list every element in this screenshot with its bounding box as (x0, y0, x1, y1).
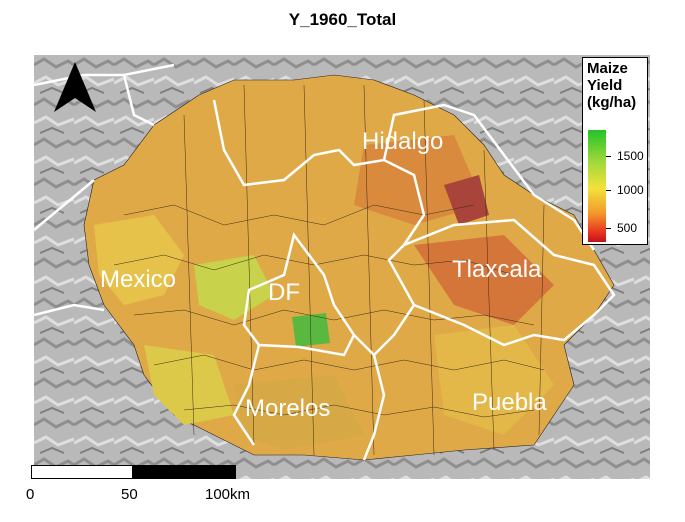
scale-segment-white (31, 465, 133, 479)
legend-title-line: (kg/ha) (587, 94, 637, 111)
scale-label-0: 0 (26, 486, 35, 503)
legend: Maize Yield (kg/ha) 1500 1000 500 (582, 57, 648, 245)
region-label-morelos: Morelos (245, 395, 331, 422)
scale-segment-black (132, 465, 236, 479)
region-label-tlaxcala: Tlaxcala (452, 256, 542, 283)
scale-label-100km: 100km (205, 486, 251, 503)
legend-tick-mark (606, 190, 611, 191)
legend-tick-1500: 1500 (617, 149, 644, 163)
patch-red-hidalgo (444, 175, 489, 225)
patch-green-mexico (194, 255, 274, 320)
municipality-borders (113, 84, 545, 456)
patch-green-df (292, 313, 330, 347)
legend-color-ramp (588, 130, 606, 242)
state-boundaries (34, 63, 616, 461)
legend-title-line: Yield (587, 77, 623, 94)
patch-red-tlaxcala (414, 235, 554, 325)
region-label-mexico: Mexico (100, 266, 177, 293)
legend-title: Maize Yield (kg/ha) (587, 60, 636, 111)
scale-bar (31, 465, 236, 481)
patch-yellow-south (144, 345, 234, 425)
north-arrow-icon (54, 62, 96, 112)
region-label-hidalgo: Hidalgo (362, 128, 444, 155)
map-canvas[interactable] (34, 55, 650, 479)
legend-tick-mark (606, 228, 611, 229)
legend-tick-1000: 1000 (617, 183, 644, 197)
legend-title-line: Maize (587, 60, 628, 77)
legend-tick-500: 500 (617, 221, 638, 235)
map-title: Y_1960_Total (288, 10, 397, 29)
patch-yellow-puebla (434, 325, 554, 435)
region-label-df: DF (268, 279, 300, 306)
region-label-puebla: Puebla (472, 389, 547, 416)
patch-olive-morelos (234, 375, 364, 450)
legend-tick-mark (606, 156, 611, 157)
scale-label-50: 50 (121, 486, 138, 503)
